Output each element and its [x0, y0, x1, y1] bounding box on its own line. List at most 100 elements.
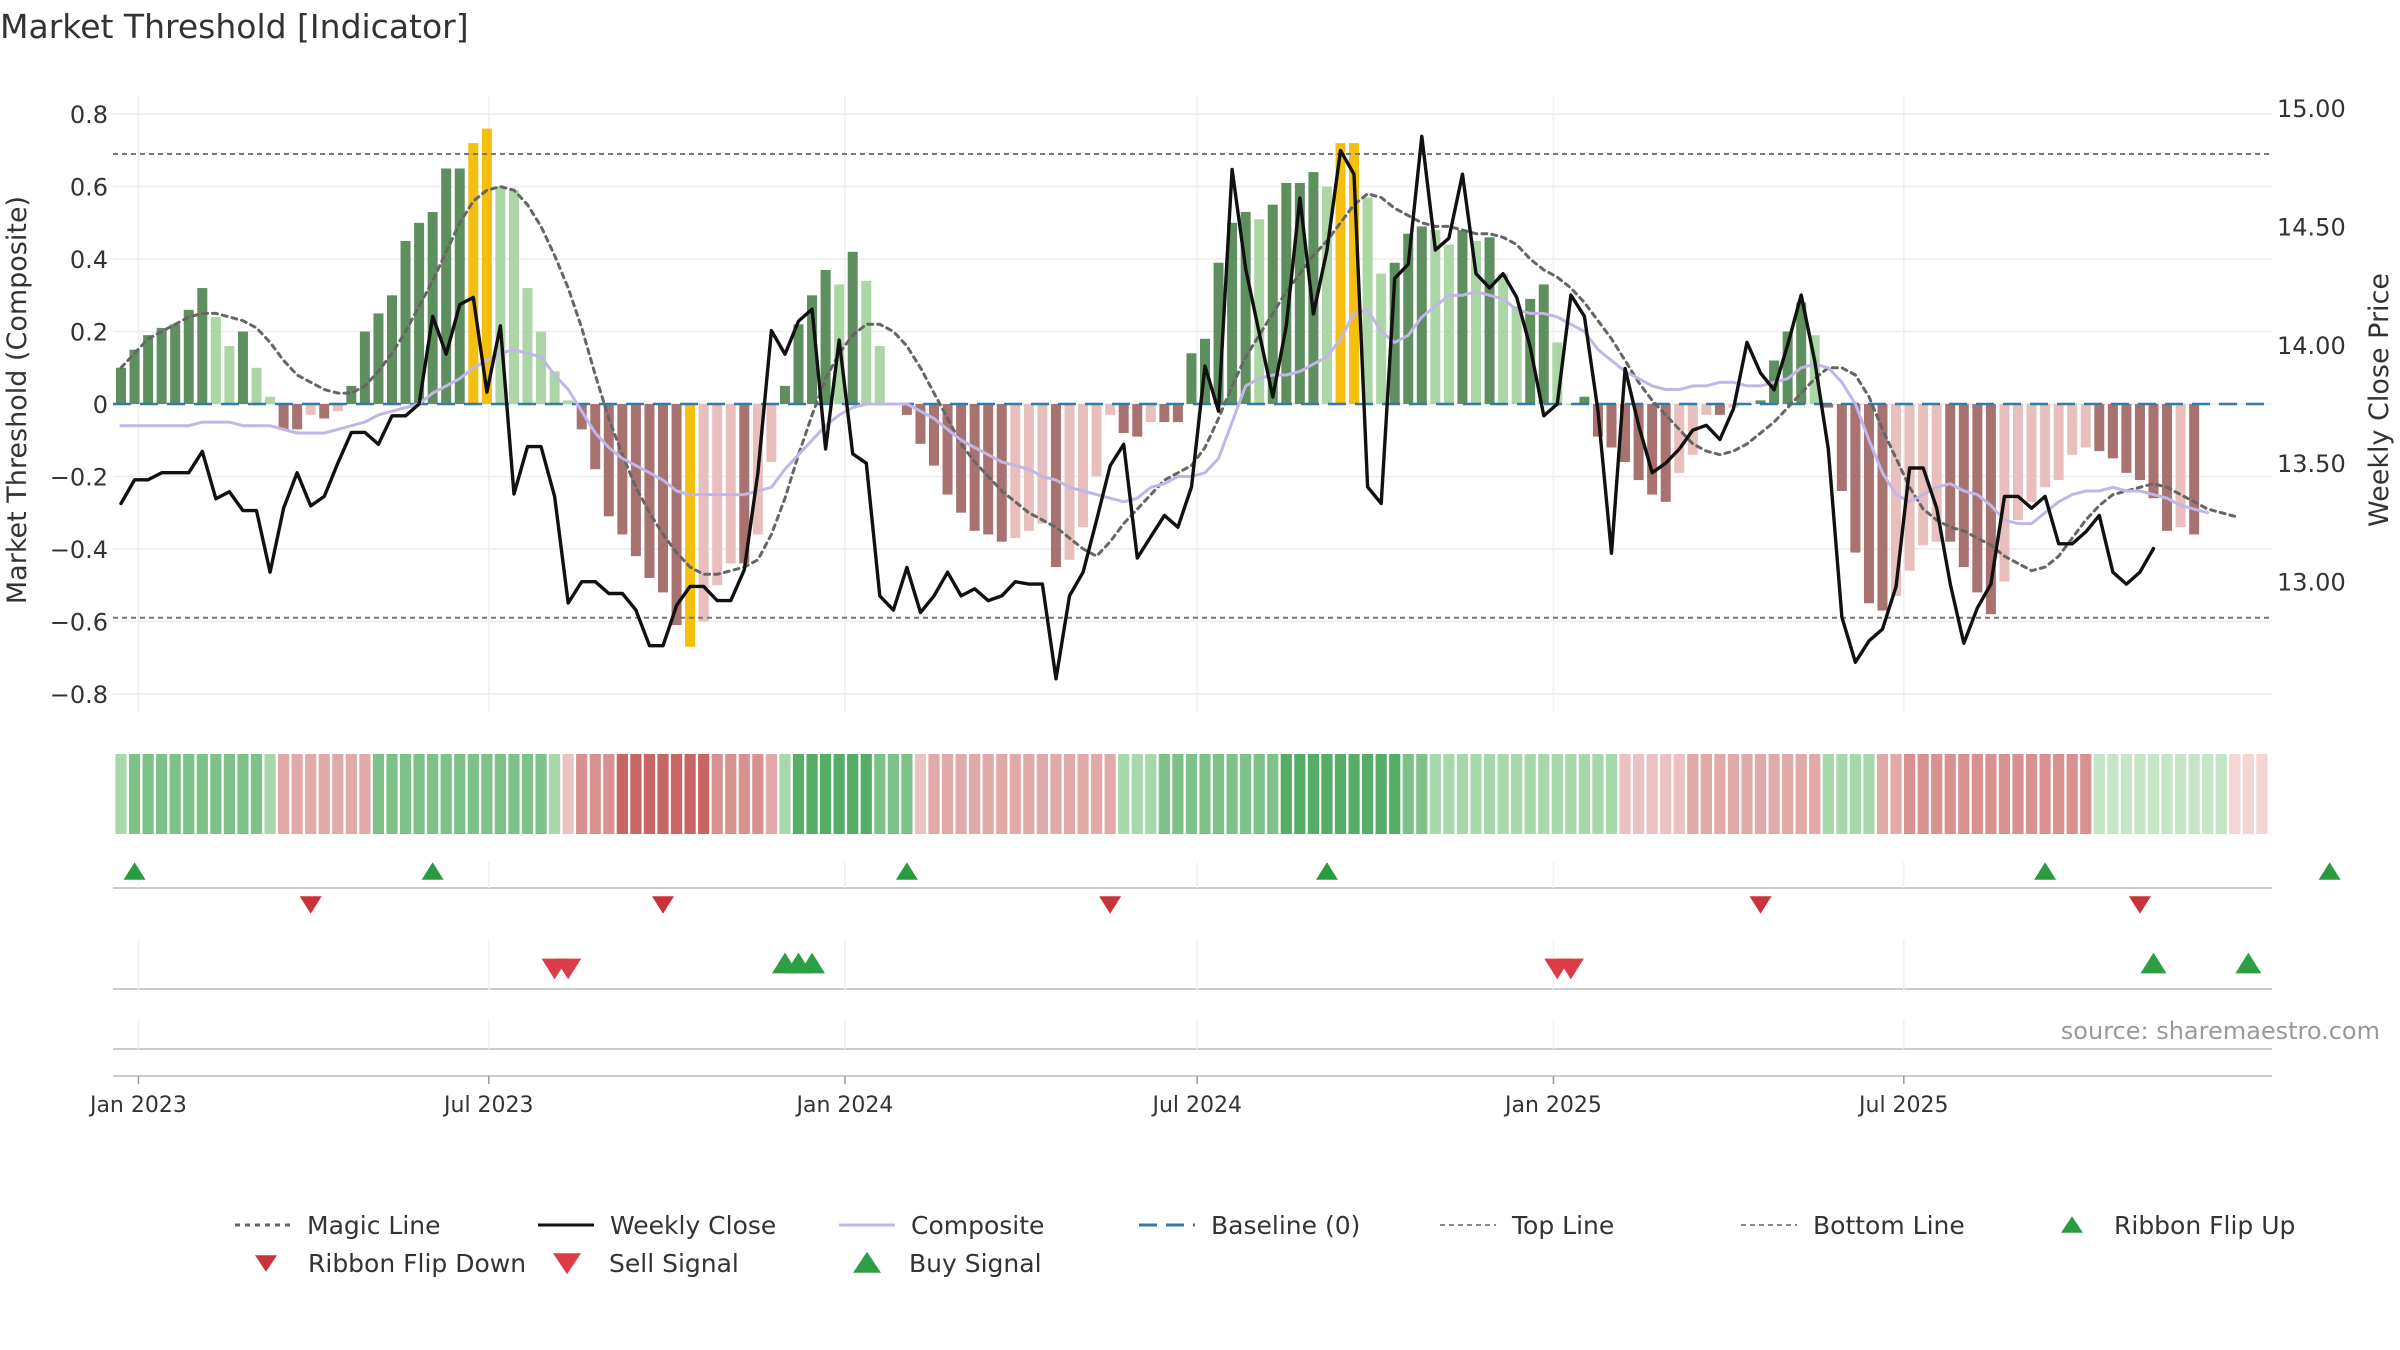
composite-bar — [1660, 404, 1671, 502]
ribbon-cell — [278, 754, 290, 834]
ribbon-cell — [1334, 754, 1347, 834]
composite-bar — [1159, 404, 1170, 423]
buy-signal-marker — [2235, 952, 2262, 974]
ribbon-cell — [1592, 754, 1604, 834]
ribbon-cell — [1050, 754, 1062, 834]
y-tick-label: −0.8 — [50, 681, 108, 709]
composite-bar — [1349, 143, 1360, 404]
composite-bar — [1403, 233, 1414, 404]
composite-bar — [1267, 204, 1278, 404]
ribbon-cell — [1199, 754, 1211, 834]
ribbon-cell — [738, 754, 750, 834]
ribbon-cell — [887, 754, 899, 834]
ribbon-cell — [820, 754, 832, 834]
ribbon-cell — [1917, 754, 1929, 834]
ribbon-cell — [481, 754, 493, 834]
ribbon-cell — [1700, 754, 1712, 834]
composite-bar — [278, 404, 289, 430]
legend-item-flipup: Ribbon Flip Up — [2061, 1211, 2295, 1240]
ribbon-cell — [1456, 754, 1469, 834]
legend-item-baseline: Baseline (0) — [1139, 1211, 1360, 1240]
ribbon-flip-down-marker — [2128, 896, 2151, 914]
ribbon-cell — [1985, 754, 1997, 834]
ribbon-cell — [237, 754, 249, 834]
composite-bar — [929, 404, 939, 466]
ribbon-cell — [305, 754, 317, 834]
composite-bar — [1538, 284, 1549, 404]
composite-bar — [129, 349, 140, 404]
composite-bar — [563, 400, 574, 404]
legend-swatch-flipdown — [255, 1255, 277, 1272]
ribbon-cell — [982, 754, 994, 834]
y-axis-label: Market Threshold (Composite) — [2, 196, 33, 604]
composite-bar — [617, 404, 628, 535]
ribbon-cell — [250, 754, 263, 834]
ribbon-cell — [1754, 754, 1767, 834]
ribbon-cell — [1362, 754, 1374, 834]
composite-bar — [1389, 262, 1400, 404]
ribbon-cell — [901, 754, 913, 834]
ribbon-cell — [1023, 754, 1035, 834]
composite-bar — [1430, 230, 1441, 404]
ribbon-cell — [1443, 754, 1455, 834]
composite-bar — [387, 295, 397, 404]
composite-bar — [346, 385, 357, 404]
sell-signal-marker — [1557, 958, 1584, 980]
composite-bar — [1172, 404, 1183, 423]
ribbon-cell — [562, 754, 574, 834]
composite-bar — [319, 404, 330, 419]
composite-bar — [1918, 404, 1929, 546]
ribbon-cell — [657, 754, 669, 834]
composite-bar — [807, 295, 818, 404]
composite-bar — [1565, 404, 1576, 405]
ribbon-cell — [1416, 754, 1428, 834]
composite-bar — [1985, 404, 1996, 615]
ribbon-cell — [1118, 754, 1130, 834]
ribbon-flip-up-marker — [421, 862, 444, 880]
ribbon-cell — [1876, 754, 1889, 834]
composite-bar — [1782, 331, 1793, 404]
composite-bar — [143, 335, 154, 404]
ribbon-cell — [589, 754, 601, 834]
legend: Magic Line Weekly Close Composite Baseline … — [235, 1211, 2295, 1278]
ribbon-cell — [332, 754, 344, 834]
ribbon-cell — [630, 754, 642, 834]
ribbon-cell — [2161, 754, 2173, 834]
composite-bar — [725, 404, 736, 564]
ribbon-cell — [779, 754, 791, 834]
composite-bar — [1037, 404, 1048, 524]
ribbon-cell — [2093, 754, 2105, 834]
axes: 0.8 0.6 0.4 0.2 0 −0.2 −0.4 −0.6 −0.8 15.00 14.50 1… — [50, 95, 2346, 709]
ribbon-cell — [1551, 754, 1563, 834]
composite-bar — [373, 313, 384, 404]
ribbon-cell — [1538, 754, 1550, 834]
ribbon-cell — [427, 754, 439, 834]
ribbon-cell — [806, 754, 818, 834]
composite-bar — [901, 404, 912, 415]
ribbon-cell — [1009, 754, 1021, 834]
legend-label-composite: Composite — [911, 1211, 1044, 1240]
ribbon-cell — [1172, 754, 1184, 834]
ribbon-cell — [1904, 754, 1916, 834]
composite-bar — [1511, 306, 1522, 404]
composite-bar — [847, 251, 858, 404]
composite-bar — [414, 222, 425, 404]
composite-bar — [481, 128, 492, 405]
composite-bar — [1620, 404, 1631, 462]
composite-bar — [590, 404, 601, 470]
composite-bar — [861, 280, 872, 404]
legend-item-top: Top Line — [1440, 1211, 1614, 1240]
composite-bar — [2067, 404, 2078, 455]
ribbon-cell — [291, 754, 303, 834]
ribbon-cell — [1890, 754, 1902, 834]
ribbon-cell — [698, 754, 710, 834]
ribbon-cell — [576, 754, 588, 834]
ribbon-cell — [2025, 754, 2038, 834]
composite-bar — [237, 331, 248, 404]
y-tick-label: −0.6 — [50, 608, 108, 636]
composite-bar — [1579, 396, 1590, 404]
ribbon-flip-down-marker — [1099, 896, 1122, 914]
composite-bar — [1674, 404, 1685, 473]
composite-bar — [116, 367, 126, 404]
composite-bar — [1836, 404, 1847, 491]
